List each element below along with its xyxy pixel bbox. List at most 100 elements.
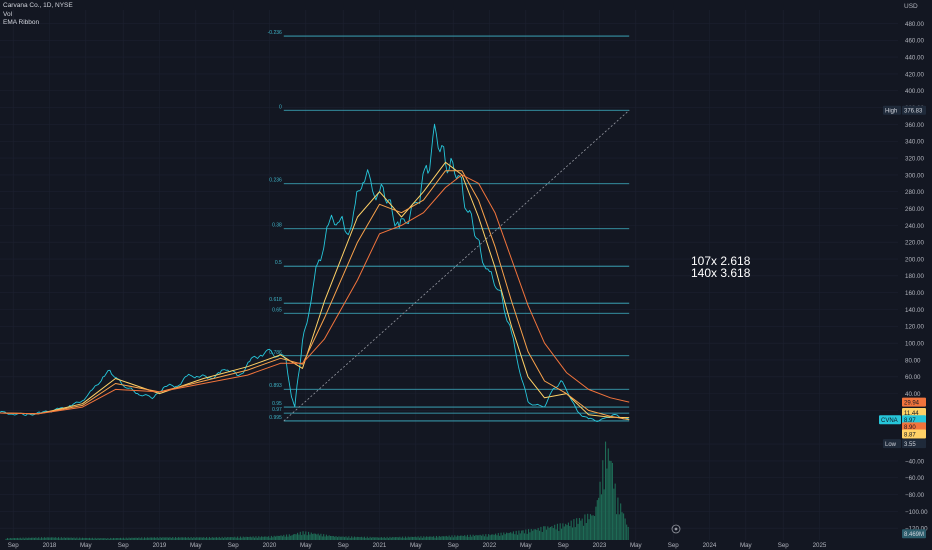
y-tick-label: 140.00 <box>905 307 924 314</box>
grid-lines <box>0 10 898 540</box>
x-tick-label: May <box>410 542 423 549</box>
volume-bar <box>528 529 530 540</box>
volume-bar <box>213 537 215 540</box>
volume-bar <box>105 538 108 540</box>
volume-bar <box>455 536 457 540</box>
price-axis[interactable]: 480.00460.00440.00420.00400.00380.00360.… <box>905 21 928 533</box>
volume-bar <box>160 537 163 540</box>
volume-bar <box>451 535 453 540</box>
volume-bar <box>454 535 456 540</box>
volume-bar <box>74 538 76 540</box>
y-tick-label: −60.00 <box>905 475 925 482</box>
volume-bar <box>152 537 154 540</box>
volume-bar <box>96 538 98 540</box>
volume-bar <box>165 537 167 540</box>
volume-bar <box>407 536 409 540</box>
volume-bar <box>52 537 54 540</box>
volume-bar <box>118 538 120 540</box>
indicator-ema-ribbon[interactable]: EMA Ribbon <box>3 19 40 26</box>
volume-bar <box>179 537 181 540</box>
volume-bar <box>200 537 202 540</box>
volume-bar <box>12 538 14 540</box>
volume-bar <box>251 537 253 540</box>
volume-bar <box>90 538 92 540</box>
volume-bar <box>448 535 450 540</box>
volume-bar <box>98 538 100 540</box>
volume-bar <box>541 531 543 540</box>
volume-bar <box>338 536 340 540</box>
volume-bar <box>587 513 589 540</box>
volume-bar <box>288 534 290 540</box>
volume-bar <box>358 536 360 540</box>
volume-bar <box>434 537 436 540</box>
time-axis[interactable]: Sep 2018 May Sep 2019 May Sep 2020 May Sep 2021 May… <box>8 542 827 549</box>
volume-bar <box>316 534 318 540</box>
volume-bar <box>204 537 206 540</box>
volume-bar <box>402 536 404 540</box>
volume-bar <box>120 537 122 540</box>
volume-bar <box>53 537 55 540</box>
volume-bar <box>244 537 246 540</box>
volume-bar <box>237 536 239 540</box>
volume-bar <box>624 518 626 540</box>
chart-legend: Carvana Co., 1D, NYSE Vol EMA Ribbon <box>3 2 73 28</box>
chart-annotation[interactable]: 107x 2.618 140x 3.618 <box>691 255 751 280</box>
volume-bar <box>169 537 171 540</box>
settings-gear-icon[interactable] <box>671 524 681 534</box>
volume-bar <box>283 534 285 540</box>
volume-bar <box>574 527 576 540</box>
volume-bar <box>328 535 330 540</box>
volume-bar <box>108 538 110 540</box>
volume-bar <box>426 536 428 540</box>
volume-bar <box>172 537 174 540</box>
y-tick-label: 160.00 <box>905 290 924 297</box>
volume-bar <box>550 527 552 540</box>
volume-bar <box>359 537 361 540</box>
volume-bar <box>91 537 93 540</box>
volume-bar <box>40 537 43 540</box>
x-tick-label: 2024 <box>703 542 717 549</box>
volume-bar <box>525 529 527 540</box>
volume-bar <box>55 537 57 540</box>
badge-value: 3.55 <box>904 442 916 448</box>
y-tick-label: 80.00 <box>905 357 921 364</box>
volume-bar <box>368 538 370 540</box>
volume-bar <box>576 518 578 540</box>
volume-bar <box>50 537 53 540</box>
volume-bar <box>198 537 201 540</box>
badge-label: CVNA <box>881 418 898 424</box>
volume-bar <box>390 537 392 540</box>
volume-bar <box>396 537 398 540</box>
volume-bar <box>459 535 461 540</box>
volume-bar <box>65 537 67 540</box>
volume-bar <box>208 537 210 540</box>
volume-bar <box>94 537 96 540</box>
volume-bar <box>559 523 561 540</box>
badge-value-bg <box>902 415 926 425</box>
volume-bar <box>97 537 99 540</box>
volume-bar <box>532 530 534 540</box>
volume-bar <box>81 537 84 540</box>
volume-bar <box>562 523 564 540</box>
x-tick-label: May <box>740 542 753 549</box>
badge-value: 29.94 <box>904 400 920 406</box>
indicator-volume[interactable]: Vol <box>3 10 13 18</box>
volume-bar <box>194 537 196 540</box>
fib-retracement[interactable]: -0.236 0 0.236 0.38 0.5 0.618 0.65 0.786 0.893 0.… <box>268 30 630 422</box>
x-tick-label: 2018 <box>43 542 57 549</box>
symbol-title[interactable]: Carvana Co., 1D, NYSE <box>3 2 73 9</box>
volume-bar <box>447 536 449 540</box>
volume-bar <box>423 536 425 540</box>
trend-line[interactable] <box>283 109 630 422</box>
volume-bar <box>290 535 292 540</box>
volume-bar <box>352 537 354 540</box>
y-tick-label: 240.00 <box>905 223 924 230</box>
annotation-line-2: 140x 3.618 <box>691 265 751 280</box>
volume-bar <box>210 538 212 540</box>
volume-bar <box>534 529 536 540</box>
volume-bar <box>48 537 50 540</box>
volume-bar <box>246 536 249 540</box>
volume-bar <box>142 538 144 540</box>
volume-bar <box>552 528 554 540</box>
